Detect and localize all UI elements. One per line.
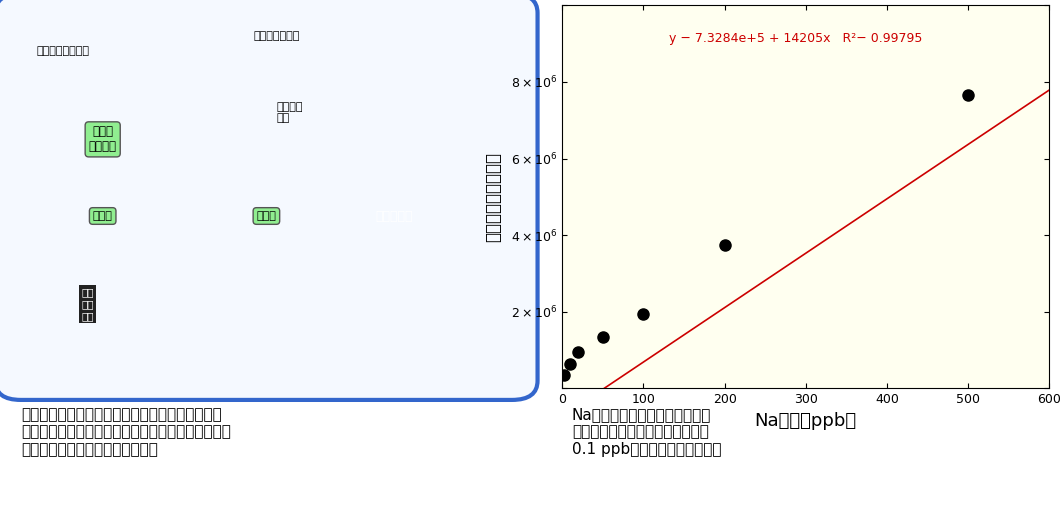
Text: 汲み上げポンプ: 汲み上げポンプ bbox=[253, 31, 300, 41]
Point bbox=[555, 371, 572, 379]
Point bbox=[717, 240, 734, 249]
Text: 分析技術のイメージ図：例えば、河川や溜池、滞
留水などから水を汲み上げて、その場で溶存元素を
分析することを想定しています。: 分析技術のイメージ図：例えば、河川や溜池、滞 留水などから水を汲み上げて、その場… bbox=[21, 407, 231, 457]
Text: パルス
レーザー: パルス レーザー bbox=[89, 125, 117, 154]
Text: 制御器: 制御器 bbox=[93, 211, 112, 221]
X-axis label: Na濃度（ppb）: Na濃度（ppb） bbox=[755, 412, 856, 430]
Point bbox=[959, 91, 976, 99]
Text: 検出器: 検出器 bbox=[257, 211, 277, 221]
Text: 滞留水など: 滞留水など bbox=[375, 209, 413, 222]
Text: 元素
同定
定量: 元素 同定 定量 bbox=[82, 288, 93, 321]
Ellipse shape bbox=[287, 101, 501, 331]
FancyBboxPatch shape bbox=[0, 0, 537, 400]
Point bbox=[562, 359, 579, 368]
Point bbox=[570, 348, 587, 356]
Text: 液　薄膜ジェット: 液 薄膜ジェット bbox=[36, 46, 89, 56]
Point bbox=[595, 332, 612, 341]
Point bbox=[635, 309, 652, 318]
Text: y − 7.3284e+5 + 14205x   R²− 0.99795: y − 7.3284e+5 + 14205x R²− 0.99795 bbox=[669, 32, 922, 45]
Y-axis label: 発光強度（相対値）: 発光強度（相対値） bbox=[484, 152, 502, 242]
Text: Na水溶液の例：直線性の良い検
量線が得られます。検出限界値は
0.1 ppbと見積もられました。: Na水溶液の例：直線性の良い検 量線が得られます。検出限界値は 0.1 ppbと… bbox=[572, 407, 722, 457]
Text: プラズマ
発光: プラズマ 発光 bbox=[277, 102, 303, 123]
